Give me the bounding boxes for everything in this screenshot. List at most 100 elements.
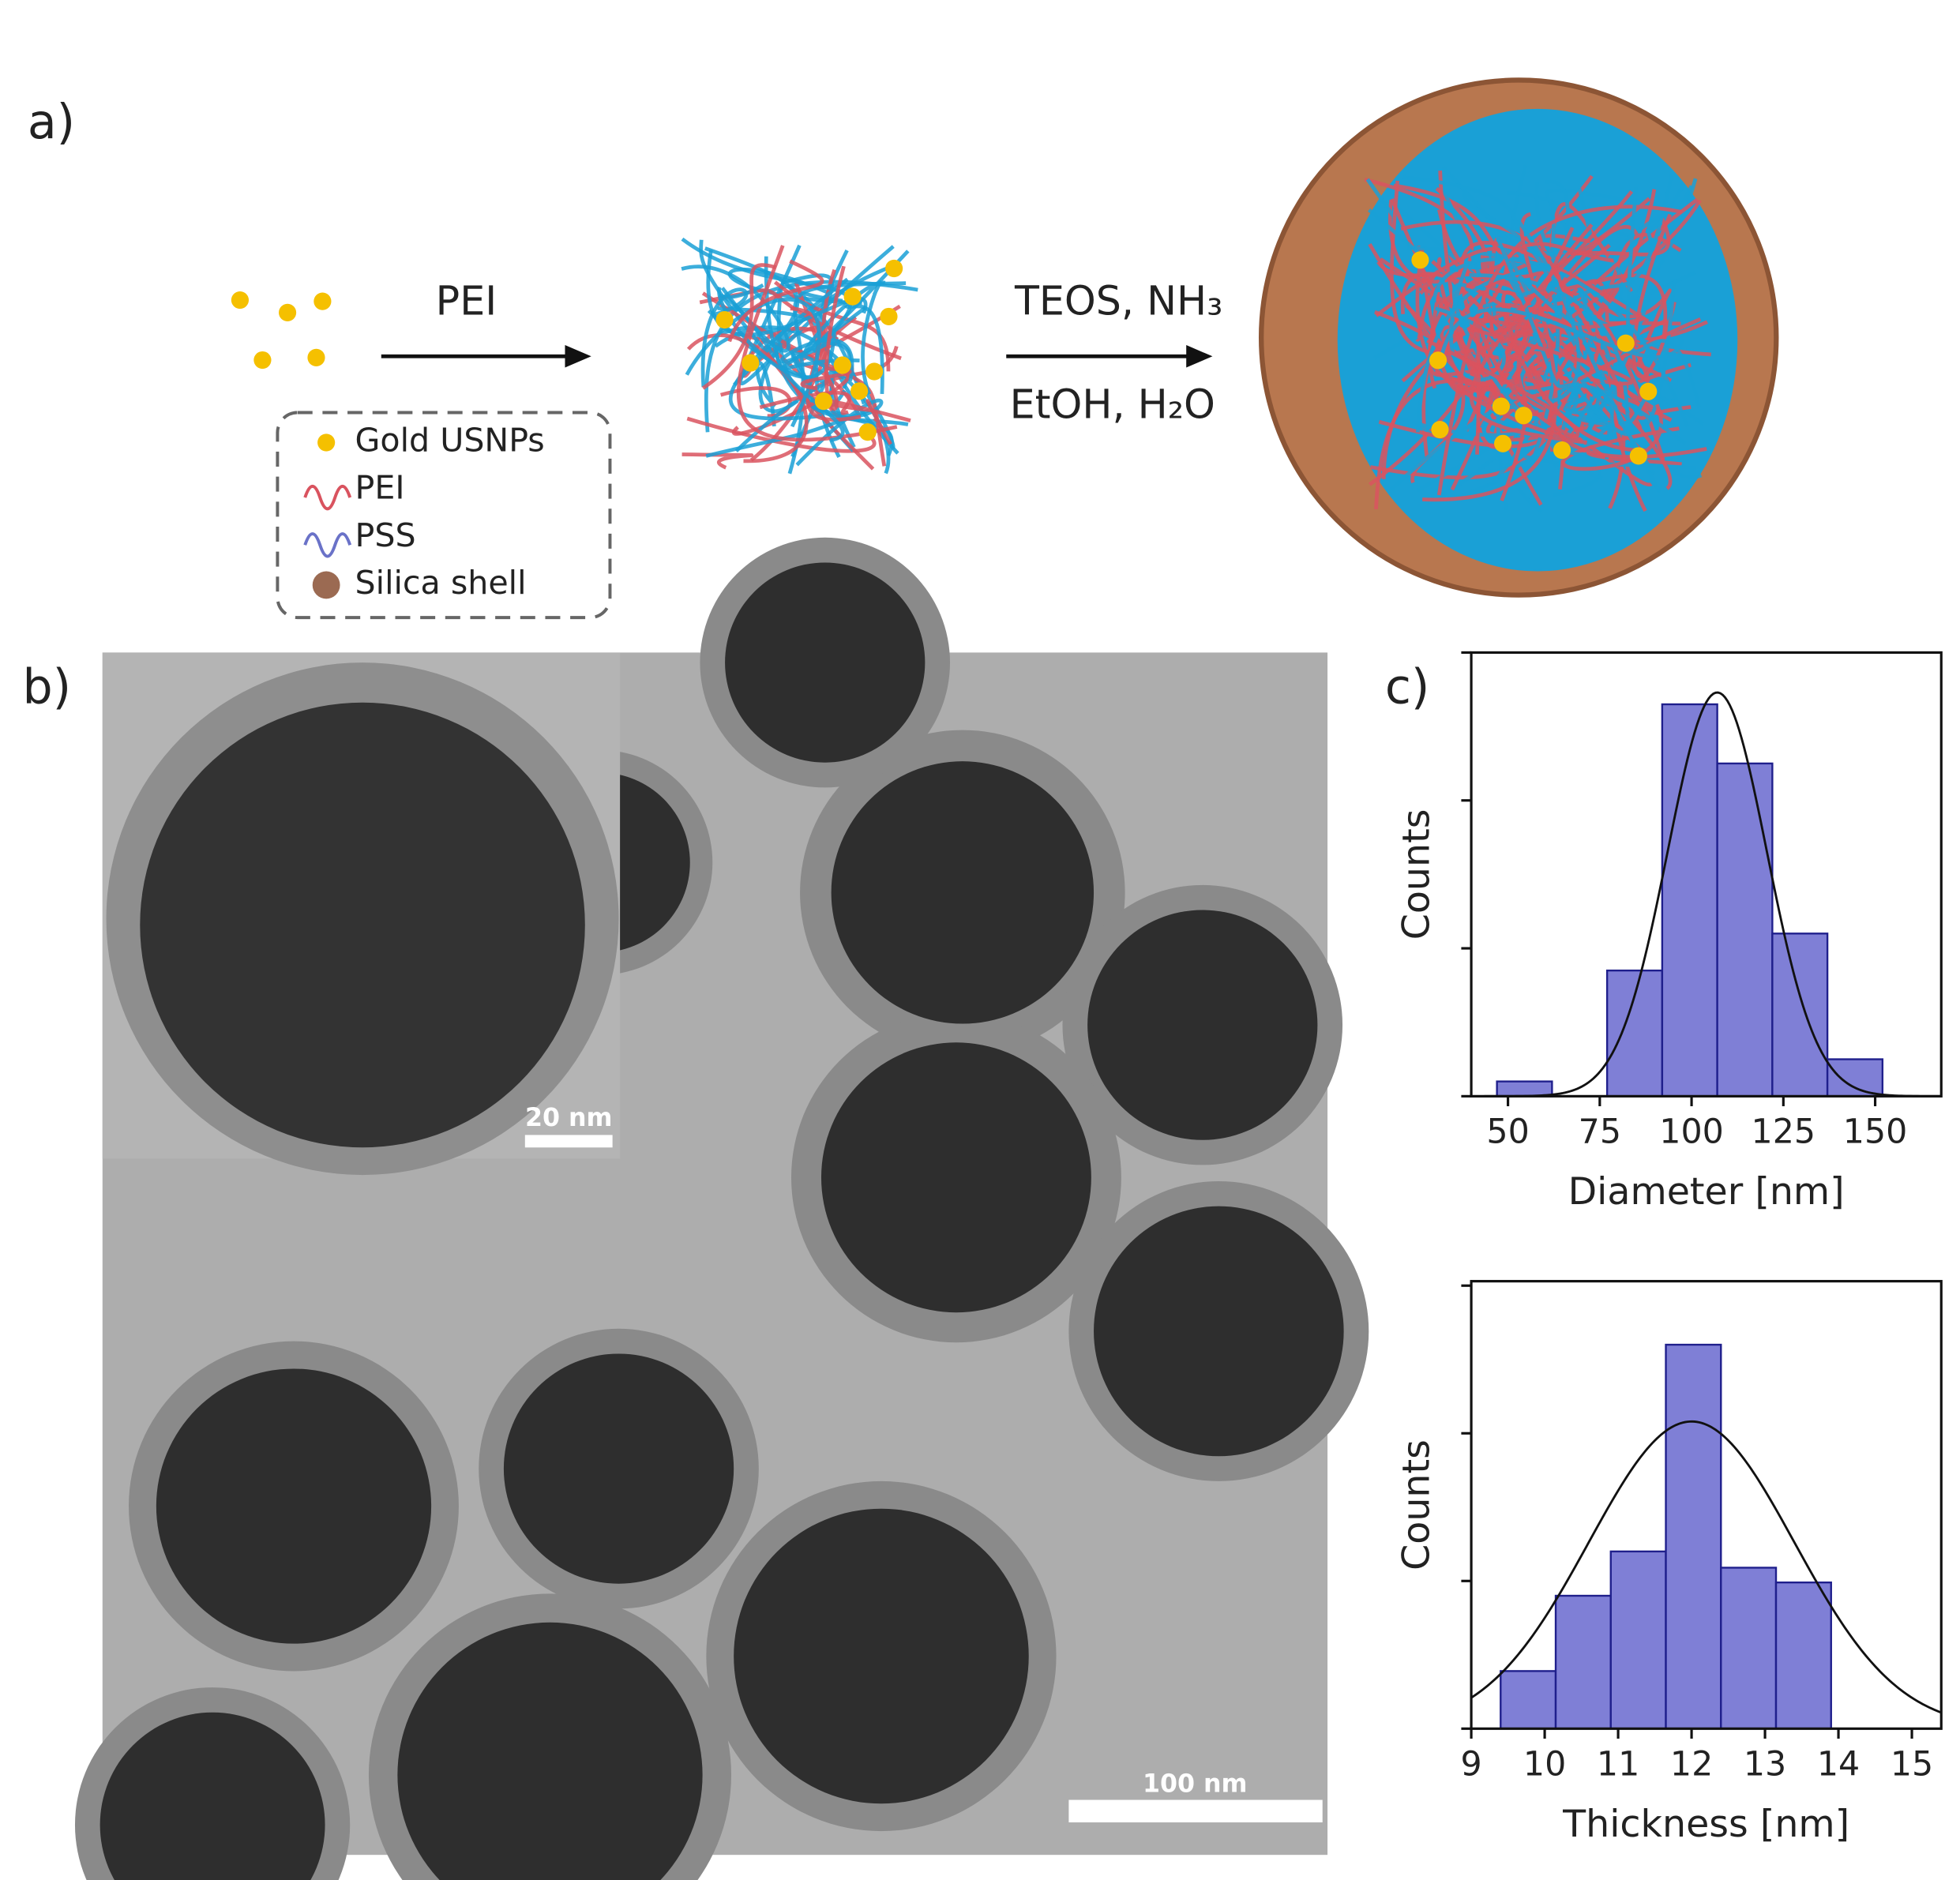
gold-dot xyxy=(843,287,862,306)
gold-dot xyxy=(858,423,877,441)
polymer-strand xyxy=(706,250,868,337)
x-tick-label: 12 xyxy=(1670,1744,1713,1784)
y-axis-label: Counts xyxy=(1395,1439,1439,1570)
gold-dot xyxy=(885,259,903,278)
x-tick-label: 150 xyxy=(1843,1112,1908,1151)
x-tick-label: 14 xyxy=(1817,1744,1860,1784)
gold-dot xyxy=(1411,251,1429,269)
gold-dot xyxy=(1492,397,1510,415)
gold-dot xyxy=(1639,382,1658,400)
x-tick-label: 75 xyxy=(1579,1112,1621,1151)
scale-label: 20 nm xyxy=(525,1104,613,1132)
polymer-strand xyxy=(1493,190,1634,340)
bar xyxy=(1496,1080,1553,1098)
legend-icon xyxy=(303,484,352,511)
polymer-strand xyxy=(1365,177,1493,325)
polymer-strand xyxy=(1501,290,1646,452)
x-tick-label: 100 xyxy=(1659,1112,1724,1151)
panel-label: b) xyxy=(22,660,71,715)
gold-dot xyxy=(1629,447,1647,465)
x-tick-label: 13 xyxy=(1744,1744,1786,1784)
bar xyxy=(1661,703,1718,1098)
polymer-strand xyxy=(1517,274,1661,493)
step-label: TEOS, NH₃ xyxy=(1014,277,1222,324)
polymer-strand xyxy=(775,328,845,442)
polymer-strand xyxy=(1426,339,1580,439)
legend-icon xyxy=(312,571,340,599)
x-tick-label: 9 xyxy=(1460,1744,1481,1784)
fit-curve xyxy=(1470,1420,1942,1714)
bar xyxy=(1826,1058,1884,1098)
gold-dot xyxy=(715,310,734,329)
x-tick-label: 125 xyxy=(1752,1112,1816,1151)
polymer-strand xyxy=(1437,209,1668,340)
gold-dot xyxy=(814,392,832,411)
arrows xyxy=(381,345,1213,368)
bar xyxy=(1720,1567,1778,1730)
bar xyxy=(1771,932,1829,1098)
legend-icon xyxy=(317,433,336,452)
polymer-strand xyxy=(1364,178,1474,284)
polymer-strand xyxy=(1561,403,1680,471)
bar xyxy=(1716,762,1774,1098)
polymer-strand xyxy=(829,373,891,475)
plot-frame xyxy=(1470,651,1943,1098)
x-tick-label: 50 xyxy=(1486,1112,1529,1151)
bar xyxy=(1554,1594,1612,1730)
polymer-strand xyxy=(1439,307,1685,359)
polymer-strand xyxy=(701,263,777,390)
polymer-strand xyxy=(1436,242,1614,496)
polymer-strand xyxy=(681,452,753,470)
gold-dot xyxy=(742,354,760,372)
polymer-strand xyxy=(1480,174,1674,430)
polymer-strand xyxy=(1494,234,1687,445)
polymer-strand xyxy=(764,256,909,426)
gold-dot xyxy=(1431,420,1449,439)
gold-dot xyxy=(1553,441,1571,460)
tem-image xyxy=(75,537,1369,1880)
gold-dot xyxy=(880,307,898,325)
bar xyxy=(1609,1550,1667,1730)
gold-dot xyxy=(1429,351,1447,370)
x-axis-label: Thickness [nm] xyxy=(1562,1803,1849,1846)
polymer-strand xyxy=(1516,219,1581,404)
polymer-strand xyxy=(1432,257,1689,427)
x-tick-label: 11 xyxy=(1597,1744,1639,1784)
polymer-tangle xyxy=(681,164,1711,514)
polymer-strand xyxy=(1473,328,1633,386)
polymer-strand xyxy=(843,304,884,395)
gold-dot xyxy=(833,356,851,374)
legend-box xyxy=(276,411,612,620)
fit-curve xyxy=(1471,691,1942,1098)
legend-label: Gold USNPs xyxy=(355,422,545,460)
gold-dot xyxy=(1494,434,1512,452)
gold-dot xyxy=(865,362,884,381)
bar xyxy=(1774,1581,1832,1730)
x-tick-label: 15 xyxy=(1891,1744,1933,1784)
x-tick-label: 10 xyxy=(1523,1744,1566,1784)
polymer-strand xyxy=(1400,272,1673,490)
polymer-strand xyxy=(1469,223,1594,445)
gold-dot xyxy=(1515,407,1533,425)
polymer-strand xyxy=(1631,213,1677,379)
plot-frame xyxy=(1470,1280,1943,1730)
legend-label: Silica shell xyxy=(355,564,527,602)
legend-label: PEI xyxy=(355,469,405,507)
gold-dot xyxy=(850,382,869,400)
panel-label: a) xyxy=(28,95,75,150)
scale-label: 100 nm xyxy=(1143,1770,1248,1799)
polymer-strand xyxy=(728,277,849,421)
polymer-strand xyxy=(1626,186,1701,408)
polymer-strand xyxy=(700,287,749,388)
x-axis-label: Diameter [nm] xyxy=(1568,1170,1845,1214)
legend-icon xyxy=(303,532,352,558)
y-axis-label: Counts xyxy=(1395,809,1439,940)
gold-dots xyxy=(231,291,332,370)
polymer-strand xyxy=(727,259,824,343)
gold-dot xyxy=(1616,334,1635,352)
bar xyxy=(1665,1343,1722,1730)
bar xyxy=(1500,1670,1557,1730)
legend-label: PSS xyxy=(355,516,416,554)
polymer-strand xyxy=(1496,302,1646,339)
